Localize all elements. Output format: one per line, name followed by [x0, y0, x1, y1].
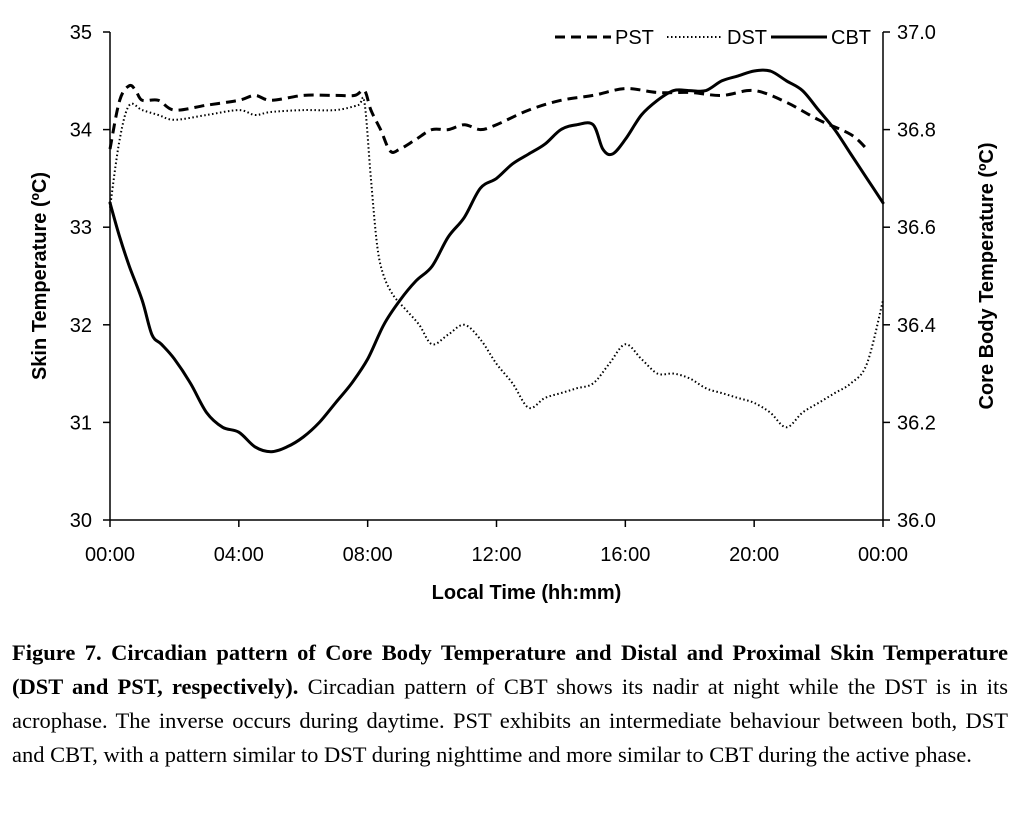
- series-group: [108, 68, 885, 454]
- axes: 30 31 32 33 34 35 36.0 36.2 36.4 36.6 36.8 37.0 00:0…: [29, 22, 998, 604]
- x-tick-label: 16:00: [600, 544, 650, 566]
- series-line-pst: [108, 83, 868, 154]
- left-y-axis-title: Skin Temperature (ºC): [29, 172, 51, 380]
- x-tick-label: 08:00: [343, 544, 393, 566]
- legend-label-dst: DST: [727, 27, 767, 49]
- x-tick-label: 04:00: [214, 544, 264, 566]
- right-y-tick-label: 37.0: [897, 22, 936, 44]
- x-tick-label: 20:00: [729, 544, 779, 566]
- chart: 30 31 32 33 34 35 36.0 36.2 36.4 36.6 36.8 37.0 00:0…: [29, 22, 998, 604]
- right-y-tick-label: 36.0: [897, 510, 936, 532]
- figure-caption: Figure 7. Circadian pattern of Core Body…: [12, 636, 1008, 772]
- legend: PST DST CBT: [555, 27, 871, 49]
- x-axis-title: Local Time (hh:mm): [432, 582, 622, 604]
- left-y-tick-label: 31: [70, 412, 92, 434]
- legend-label-pst: PST: [615, 27, 654, 49]
- x-tick-label: 00:00: [858, 544, 908, 566]
- series-line-cbt: [108, 68, 885, 454]
- left-y-tick-label: 35: [70, 22, 92, 44]
- right-y-axis-title: Core Body Temperature (ºC): [976, 143, 998, 410]
- left-y-tick-label: 33: [70, 217, 92, 239]
- series-line-dst: [109, 96, 884, 429]
- caption-text: Circadian pattern of CBT shows its nadir…: [12, 674, 1009, 767]
- x-tick-label: 12:00: [471, 544, 521, 566]
- caption-bold: Figure 7. Circadian pattern of Core Body…: [12, 640, 1008, 699]
- left-y-tick-label: 34: [70, 120, 92, 142]
- right-y-tick-label: 36.8: [897, 120, 936, 142]
- legend-label-cbt: CBT: [831, 27, 871, 49]
- left-y-tick-label: 30: [70, 510, 92, 532]
- left-y-tick-label: 32: [70, 315, 92, 337]
- right-y-tick-label: 36.2: [897, 412, 936, 434]
- x-tick-label: 00:00: [85, 544, 135, 566]
- right-y-tick-label: 36.4: [897, 315, 936, 337]
- right-y-tick-label: 36.6: [897, 217, 936, 239]
